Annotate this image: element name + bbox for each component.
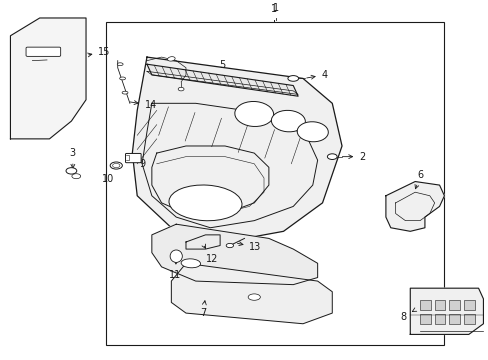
Bar [434,314,445,324]
Ellipse shape [327,154,336,159]
Ellipse shape [110,162,122,169]
Ellipse shape [287,76,298,81]
Ellipse shape [181,259,200,268]
Bar [419,314,430,324]
Ellipse shape [247,294,260,300]
Bar [434,300,445,310]
Bar [105,22,444,345]
Ellipse shape [72,174,81,179]
Text: 4: 4 [306,70,327,80]
Text: 11: 11 [169,260,181,280]
Ellipse shape [297,122,327,142]
Polygon shape [385,181,444,231]
Text: 8: 8 [400,308,416,321]
Ellipse shape [167,57,175,61]
Text: 14: 14 [130,100,157,110]
Text: 13: 13 [237,242,261,252]
Polygon shape [152,224,317,285]
Ellipse shape [170,250,182,262]
Polygon shape [10,18,86,139]
Ellipse shape [271,111,305,132]
Bar [448,300,459,310]
Bar [463,314,474,324]
Text: 9: 9 [129,158,145,170]
Ellipse shape [112,163,120,168]
Text: 2: 2 [342,152,365,162]
Polygon shape [409,288,483,334]
Ellipse shape [66,168,77,174]
Ellipse shape [169,185,242,221]
Polygon shape [171,263,331,324]
Ellipse shape [178,87,183,91]
Text: 10: 10 [102,164,119,184]
Text: 1: 1 [270,4,276,14]
Ellipse shape [120,77,125,80]
FancyBboxPatch shape [125,153,141,163]
Bar [448,314,459,324]
Text: 5: 5 [219,59,225,80]
Polygon shape [147,64,298,96]
Text: 7: 7 [200,301,206,318]
Text: 3: 3 [70,148,76,168]
Text: 15: 15 [87,47,110,57]
Bar [463,300,474,310]
Text: 6: 6 [414,170,423,189]
FancyBboxPatch shape [26,47,61,57]
Text: 12: 12 [202,244,218,265]
Bar [419,300,430,310]
Text: 1: 1 [273,3,279,13]
Ellipse shape [226,243,233,248]
Ellipse shape [122,91,128,94]
Polygon shape [132,57,341,242]
Ellipse shape [117,63,123,66]
Ellipse shape [234,102,273,126]
